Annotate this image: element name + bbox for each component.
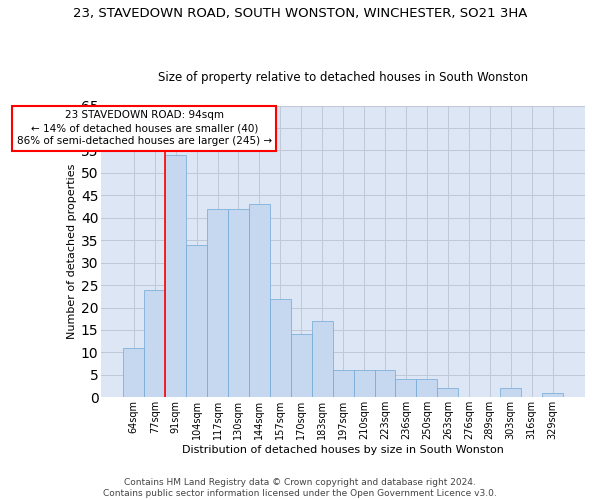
Bar [416, 380, 437, 398]
Bar [228, 208, 249, 398]
Bar [270, 298, 291, 398]
Bar [249, 204, 270, 398]
Text: 23 STAVEDOWN ROAD: 94sqm
← 14% of detached houses are smaller (40)
86% of semi-d: 23 STAVEDOWN ROAD: 94sqm ← 14% of detach… [17, 110, 272, 146]
Bar [332, 370, 353, 398]
Bar [542, 393, 563, 398]
Text: Contains HM Land Registry data © Crown copyright and database right 2024.
Contai: Contains HM Land Registry data © Crown c… [103, 478, 497, 498]
Text: 23, STAVEDOWN ROAD, SOUTH WONSTON, WINCHESTER, SO21 3HA: 23, STAVEDOWN ROAD, SOUTH WONSTON, WINCH… [73, 8, 527, 20]
Bar [186, 244, 207, 398]
Bar [374, 370, 395, 398]
Bar [312, 321, 332, 398]
Title: Size of property relative to detached houses in South Wonston: Size of property relative to detached ho… [158, 70, 528, 84]
Bar [500, 388, 521, 398]
Bar [291, 334, 312, 398]
Bar [437, 388, 458, 398]
Bar [395, 380, 416, 398]
Bar [123, 348, 144, 398]
Bar [144, 290, 165, 398]
Bar [165, 155, 186, 398]
Bar [353, 370, 374, 398]
X-axis label: Distribution of detached houses by size in South Wonston: Distribution of detached houses by size … [182, 445, 504, 455]
Y-axis label: Number of detached properties: Number of detached properties [67, 164, 77, 339]
Bar [207, 208, 228, 398]
